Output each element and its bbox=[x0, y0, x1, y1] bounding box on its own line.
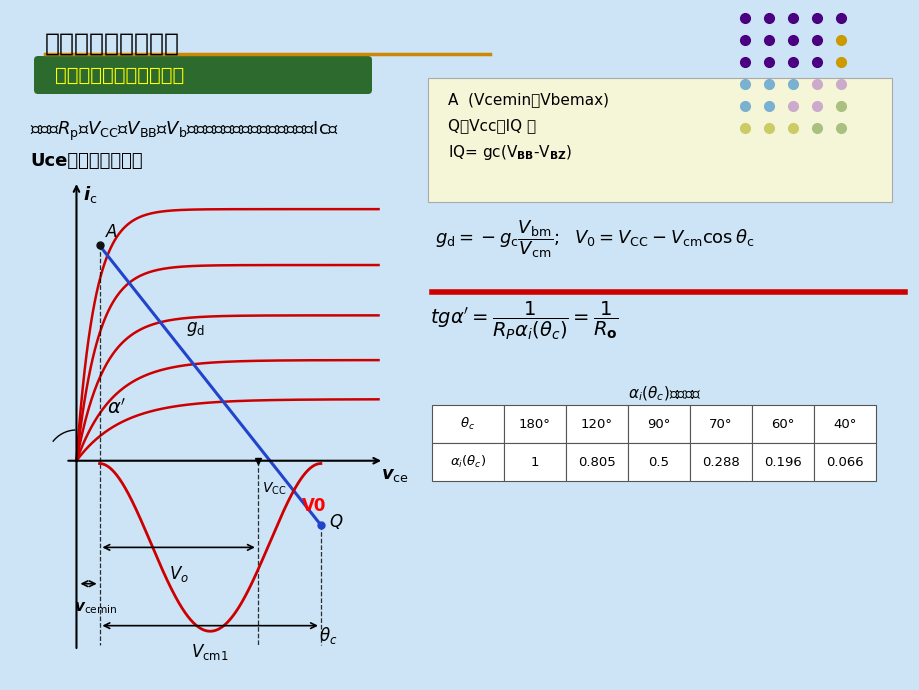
Text: $tg\alpha'=\dfrac{1}{R_P\alpha_i(\theta_c)}=\dfrac{1}{R_{\bf o}}$: $tg\alpha'=\dfrac{1}{R_P\alpha_i(\theta_… bbox=[429, 300, 618, 342]
Text: $\theta_c$: $\theta_c$ bbox=[318, 625, 336, 646]
Text: $\alpha_i(\theta_c)$的典型值: $\alpha_i(\theta_c)$的典型值 bbox=[628, 385, 701, 404]
Text: 40°: 40° bbox=[833, 417, 856, 431]
Text: 0.196: 0.196 bbox=[764, 455, 801, 469]
Bar bbox=[813, 405, 875, 443]
Bar bbox=[504, 443, 565, 481]
Text: 0.288: 0.288 bbox=[701, 455, 739, 469]
Bar bbox=[432, 443, 504, 481]
Text: $g_{\rm d}$: $g_{\rm d}$ bbox=[187, 320, 205, 338]
Text: 1: 1 bbox=[530, 455, 539, 469]
Text: $\boldsymbol{v}_{\rm cemin}$: $\boldsymbol{v}_{\rm cemin}$ bbox=[74, 600, 118, 616]
FancyBboxPatch shape bbox=[427, 78, 891, 202]
Text: 70°: 70° bbox=[709, 417, 732, 431]
Text: Uce的关系曲线。）: Uce的关系曲线。） bbox=[30, 152, 142, 170]
Text: IQ= gc(V$_{\bf BB}$-V$_{\bf BZ}$): IQ= gc(V$_{\bf BB}$-V$_{\bf BZ}$) bbox=[448, 143, 572, 162]
Text: 0.066: 0.066 bbox=[825, 455, 863, 469]
Bar bbox=[628, 443, 689, 481]
Text: 建立由$\mathit{R}_{\rm p}$和$V_{\rm CC}$、$V_{\rm BB}$、$V_{\rm b}$所表示的输出动态负载曲线。（Ic与: 建立由$\mathit{R}_{\rm p}$和$V_{\rm CC}$、$V_… bbox=[30, 120, 339, 144]
Bar bbox=[813, 443, 875, 481]
Text: $\alpha_i(\theta_c)$: $\alpha_i(\theta_c)$ bbox=[449, 454, 485, 470]
Text: A  (Vcemin，Vbemax): A (Vcemin，Vbemax) bbox=[448, 92, 608, 107]
Text: 90°: 90° bbox=[647, 417, 670, 431]
Bar bbox=[432, 405, 504, 443]
Text: 0.805: 0.805 bbox=[577, 455, 615, 469]
Text: $Q$: $Q$ bbox=[328, 512, 343, 531]
Text: V0: V0 bbox=[301, 497, 325, 515]
Text: $A$: $A$ bbox=[105, 224, 118, 241]
Bar bbox=[751, 405, 813, 443]
FancyBboxPatch shape bbox=[34, 56, 371, 94]
Text: $\theta_c$: $\theta_c$ bbox=[460, 416, 475, 432]
Bar bbox=[751, 443, 813, 481]
Text: $\boldsymbol{v}_{\rm ce}$: $\boldsymbol{v}_{\rm ce}$ bbox=[380, 466, 409, 484]
Text: 180°: 180° bbox=[518, 417, 550, 431]
Text: $\alpha'$: $\alpha'$ bbox=[107, 397, 126, 417]
Text: $V_{\rm cm1}$: $V_{\rm cm1}$ bbox=[191, 642, 229, 662]
Bar bbox=[565, 443, 628, 481]
Text: 0.5: 0.5 bbox=[648, 455, 669, 469]
Bar bbox=[628, 405, 689, 443]
Text: 上节内容回顾与扩展: 上节内容回顾与扩展 bbox=[45, 32, 180, 56]
Bar bbox=[689, 405, 751, 443]
Text: $V_o$: $V_o$ bbox=[168, 564, 188, 584]
Bar bbox=[689, 443, 751, 481]
Text: 60°: 60° bbox=[770, 417, 794, 431]
Bar bbox=[565, 405, 628, 443]
Text: 120°: 120° bbox=[581, 417, 612, 431]
Text: $g_{\rm d}=-g_{\rm c}\dfrac{V_{\rm bm}}{V_{\rm cm}}$$;\ \ V_0=V_{\rm CC}-V_{\rm : $g_{\rm d}=-g_{\rm c}\dfrac{V_{\rm bm}}{… bbox=[435, 218, 754, 259]
Text: 高频谐振功放的动态特性: 高频谐振功放的动态特性 bbox=[55, 66, 184, 84]
Text: $V_{\rm CC}$: $V_{\rm CC}$ bbox=[262, 480, 287, 497]
Text: Q（Vcc，IQ ）: Q（Vcc，IQ ） bbox=[448, 118, 536, 133]
Bar bbox=[504, 405, 565, 443]
Text: $\boldsymbol{i}_{\rm c}$: $\boldsymbol{i}_{\rm c}$ bbox=[83, 184, 97, 205]
